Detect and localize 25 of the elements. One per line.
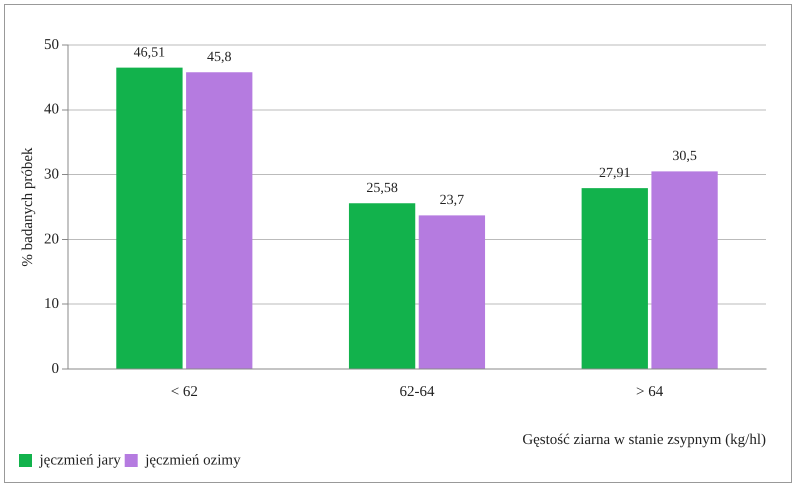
data-label: 46,51 <box>134 45 166 60</box>
data-label: 23,7 <box>440 193 464 208</box>
bar <box>651 171 718 368</box>
x-tick-label: 62-64 <box>400 384 435 400</box>
data-label: 45,8 <box>206 50 232 65</box>
y-tick-label: 30 <box>44 166 59 183</box>
legend-label: jęczmień jary <box>38 452 122 468</box>
x-axis-title: Gęstość ziarna w stanie zsypnym (kg/hl) <box>522 432 766 448</box>
x-tick-label: < 62 <box>170 384 198 400</box>
y-tick-label: 10 <box>44 296 59 312</box>
y-axis-title: % badanych próbek <box>20 146 36 267</box>
bar <box>116 68 183 368</box>
data-label: 25,58 <box>366 180 398 196</box>
y-tick-label: 40 <box>44 102 59 118</box>
bar <box>582 188 648 368</box>
y-tick-label: 50 <box>44 36 59 53</box>
legend-label: jęczmień ozimy <box>144 452 242 468</box>
data-label: 30,5 <box>672 149 697 164</box>
bar <box>418 215 486 368</box>
y-tick-label: 0 <box>52 360 59 377</box>
bar <box>348 203 416 368</box>
data-label: 27,91 <box>599 166 631 181</box>
x-tick-label: > 64 <box>636 384 664 400</box>
bar <box>186 72 252 368</box>
y-tick-label: 20 <box>44 231 59 248</box>
